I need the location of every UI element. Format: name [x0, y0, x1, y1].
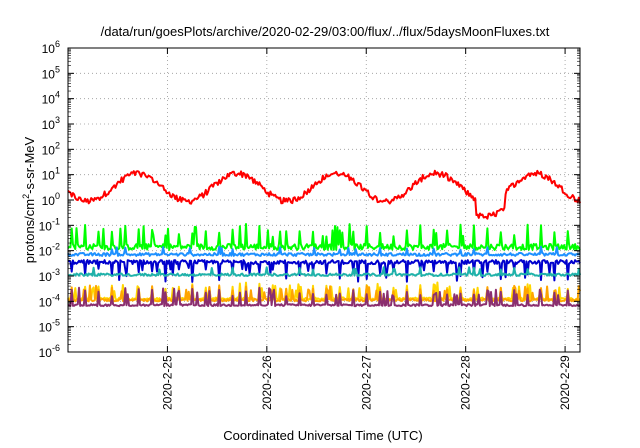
x-tick-label: 2020-2-27	[359, 355, 373, 410]
y-tick-label: 10-1	[39, 216, 60, 233]
x-tick-label: 2020-2-28	[459, 355, 473, 410]
y-axis-ticks: 106 105 104 103 102 101 100 10-1 10-2 10-3 10-4 10-…	[39, 39, 580, 360]
y-axis-label: protons/cm2-s-sr-MeV	[21, 136, 37, 263]
x-axis-label: Coordinated Universal Time (UTC)	[223, 428, 422, 443]
y-tick-label: 102	[42, 140, 60, 157]
series-line-3	[67, 259, 581, 283]
x-axis-ticks: 2020-2-25 2020-2-26 2020-2-27 2020-2-28 2020…	[160, 48, 572, 410]
data-series	[67, 169, 581, 308]
series-line-0	[67, 169, 581, 220]
y-tick-label: 10-6	[39, 343, 60, 360]
y-axis-label-rest: -s-sr-MeV	[22, 136, 37, 193]
series-line-5	[67, 281, 581, 302]
y-tick-label: 101	[42, 166, 60, 183]
y-tick-label: 105	[42, 64, 60, 81]
y-tick-label: 10-5	[39, 318, 60, 335]
y-tick-label: 10-4	[39, 292, 60, 309]
series-line-4	[67, 266, 581, 277]
x-tick-label: 2020-2-26	[260, 355, 274, 410]
series-line-1	[67, 223, 581, 251]
series-line-2	[67, 245, 581, 257]
y-axis-label-exp: 2	[21, 194, 31, 199]
y-tick-label: 106	[42, 39, 60, 56]
chart-title: /data/run/goesPlots/archive/2020-02-29/0…	[101, 24, 550, 39]
y-tick-label: 10-2	[39, 242, 60, 259]
y-tick-label: 10-3	[39, 267, 60, 284]
y-tick-label: 100	[42, 191, 60, 208]
y-tick-label: 103	[42, 115, 60, 132]
y-axis-label-unit: protons/cm	[22, 199, 37, 263]
series-line-7	[67, 286, 581, 308]
x-tick-label: 2020-2-25	[160, 355, 174, 410]
x-tick-label: 2020-2-29	[558, 355, 572, 410]
y-tick-label: 104	[42, 90, 60, 107]
